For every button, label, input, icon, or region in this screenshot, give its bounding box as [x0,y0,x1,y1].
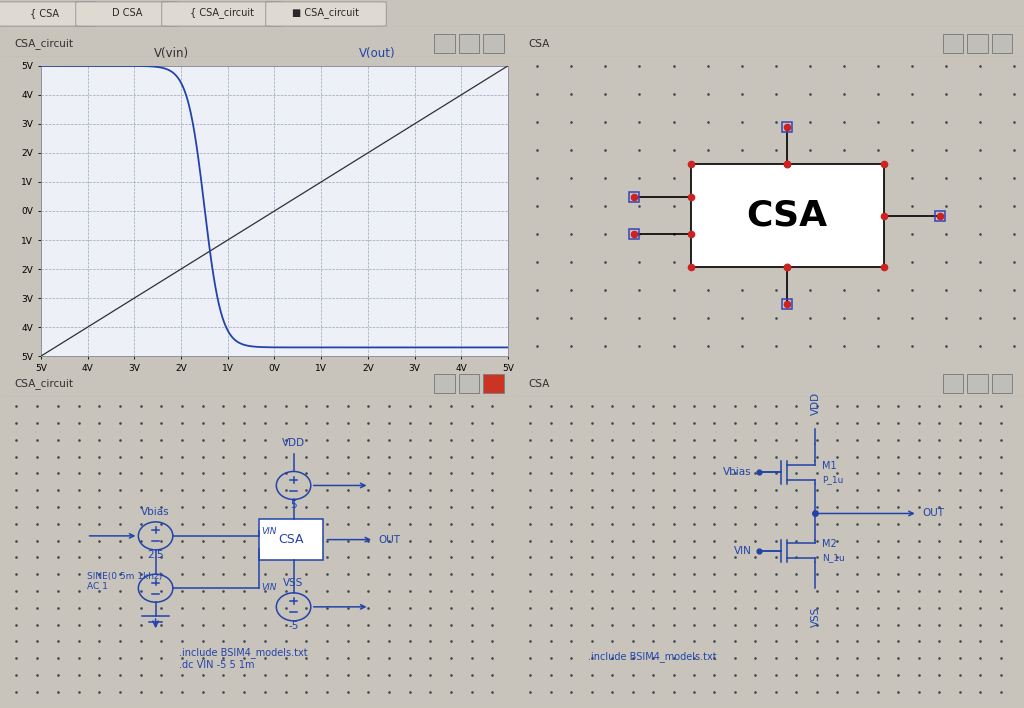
Text: VSS: VSS [810,607,820,627]
Text: VIN: VIN [261,527,276,536]
Bar [943,35,964,53]
Text: Vbias: Vbias [141,508,170,518]
Bar [690,164,884,267]
Text: M2: M2 [822,539,837,549]
Text: V(vin): V(vin) [155,47,189,60]
Bar [968,375,987,393]
Text: CSA: CSA [746,199,827,233]
Text: OUT: OUT [923,508,944,518]
Bar [434,35,455,53]
FancyBboxPatch shape [266,2,386,26]
FancyBboxPatch shape [76,2,178,26]
Text: { CSA_circuit: { CSA_circuit [190,8,254,18]
Text: M1: M1 [822,461,837,471]
Bar [434,375,455,393]
Text: .dc VIN -5 5 1m: .dc VIN -5 5 1m [178,661,254,670]
Bar [459,35,479,53]
Bar [943,375,964,393]
Text: CSA: CSA [528,39,550,49]
Bar [483,35,504,53]
Text: CSA_circuit: CSA_circuit [14,38,74,50]
Text: VIN: VIN [261,583,276,592]
Text: D CSA: D CSA [112,8,142,18]
Bar [991,375,1012,393]
Bar [483,375,504,393]
Text: OUT: OUT [379,535,400,544]
Text: { CSA: { CSA [31,8,59,18]
Text: VSS: VSS [284,578,304,588]
Bar [968,35,987,53]
Text: CSA: CSA [528,379,550,389]
Text: VIN: VIN [734,546,752,556]
Text: .include BSIM4_models.txt: .include BSIM4_models.txt [178,647,307,658]
Text: N_1u: N_1u [822,553,845,562]
Bar [459,375,479,393]
Text: P_1u: P_1u [822,475,844,484]
FancyBboxPatch shape [162,2,283,26]
Text: V(out): V(out) [358,47,395,60]
Bar [991,35,1012,53]
Text: VDD: VDD [282,438,305,448]
Bar [259,519,324,560]
Text: .include BSIM4_models.txt: .include BSIM4_models.txt [589,651,717,662]
Text: ■ CSA_circuit: ■ CSA_circuit [293,8,359,18]
Text: CSA_circuit: CSA_circuit [14,378,74,389]
Text: Vbias: Vbias [723,467,752,477]
Text: 2.5: 2.5 [147,550,164,560]
Text: AC 1: AC 1 [87,582,108,591]
Text: -5: -5 [289,621,299,632]
Text: SINE(0 5m 1khz): SINE(0 5m 1khz) [87,572,162,581]
FancyBboxPatch shape [0,2,96,26]
Text: 5: 5 [290,500,297,510]
Text: CSA: CSA [279,533,304,546]
Text: VDD: VDD [810,392,820,414]
